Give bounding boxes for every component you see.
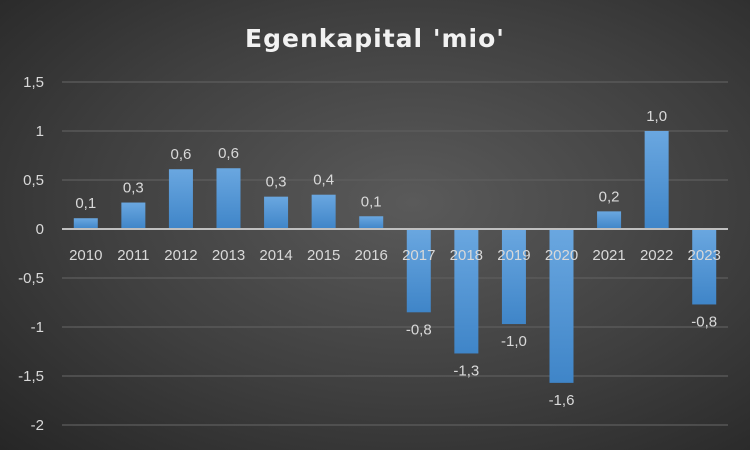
data-label: -1,0 bbox=[501, 333, 527, 350]
y-tick-label: 0 bbox=[36, 221, 44, 238]
x-tick-label: 2022 bbox=[640, 247, 673, 264]
data-label: 0,6 bbox=[218, 145, 239, 162]
x-tick-label: 2021 bbox=[592, 247, 625, 264]
data-label: 0,6 bbox=[170, 146, 191, 163]
bar-2021 bbox=[597, 211, 622, 229]
bar-2020 bbox=[549, 229, 574, 383]
x-tick-label: 2019 bbox=[497, 247, 530, 264]
x-tick-label: 2017 bbox=[402, 247, 435, 264]
bar-2022 bbox=[644, 131, 669, 229]
data-label: 1,0 bbox=[646, 108, 667, 125]
data-label: 0,1 bbox=[361, 193, 382, 210]
bar-2019 bbox=[501, 229, 526, 325]
data-label: -1,3 bbox=[453, 362, 479, 379]
x-tick-label: 2011 bbox=[117, 247, 149, 264]
bar-2016 bbox=[359, 216, 384, 229]
x-tick-label: 2014 bbox=[259, 247, 292, 264]
data-label: 0,2 bbox=[599, 188, 620, 205]
x-tick-label: 2023 bbox=[688, 247, 721, 264]
y-tick-label: -0,5 bbox=[18, 270, 44, 287]
y-tick-label: 1 bbox=[36, 123, 44, 140]
y-tick-label: 0,5 bbox=[23, 172, 44, 189]
x-tick-label: 2013 bbox=[212, 247, 245, 264]
bar-2013 bbox=[216, 168, 241, 229]
bar-2017 bbox=[406, 229, 431, 313]
x-tick-label: 2015 bbox=[307, 247, 340, 264]
x-tick-label: 2020 bbox=[545, 247, 578, 264]
bar-2015 bbox=[311, 194, 336, 229]
data-label: 0,3 bbox=[123, 180, 144, 197]
x-tick-label: 2016 bbox=[355, 247, 388, 264]
data-label: 0,3 bbox=[266, 174, 287, 191]
x-tick-label: 2010 bbox=[69, 247, 102, 264]
y-tick-label: -1 bbox=[31, 319, 44, 336]
bar-2011 bbox=[121, 202, 146, 229]
data-label: 0,1 bbox=[75, 195, 96, 212]
data-label: 0,4 bbox=[313, 172, 334, 189]
bar-2023 bbox=[692, 229, 717, 305]
y-tick-label: -1,5 bbox=[18, 368, 44, 385]
x-tick-label: 2012 bbox=[164, 247, 197, 264]
x-tick-label: 2018 bbox=[450, 247, 483, 264]
y-tick-label: 1,5 bbox=[23, 74, 44, 91]
data-label: -0,8 bbox=[691, 313, 717, 330]
bar-2012 bbox=[168, 169, 193, 229]
data-label: -1,6 bbox=[549, 392, 575, 409]
bar-2018 bbox=[454, 229, 479, 354]
y-tick-label: -2 bbox=[31, 417, 44, 434]
chart-title: Egenkapital 'mio' bbox=[245, 24, 505, 53]
bar-2010 bbox=[73, 218, 98, 229]
bar-2014 bbox=[264, 196, 289, 229]
data-label: -0,8 bbox=[406, 321, 432, 338]
